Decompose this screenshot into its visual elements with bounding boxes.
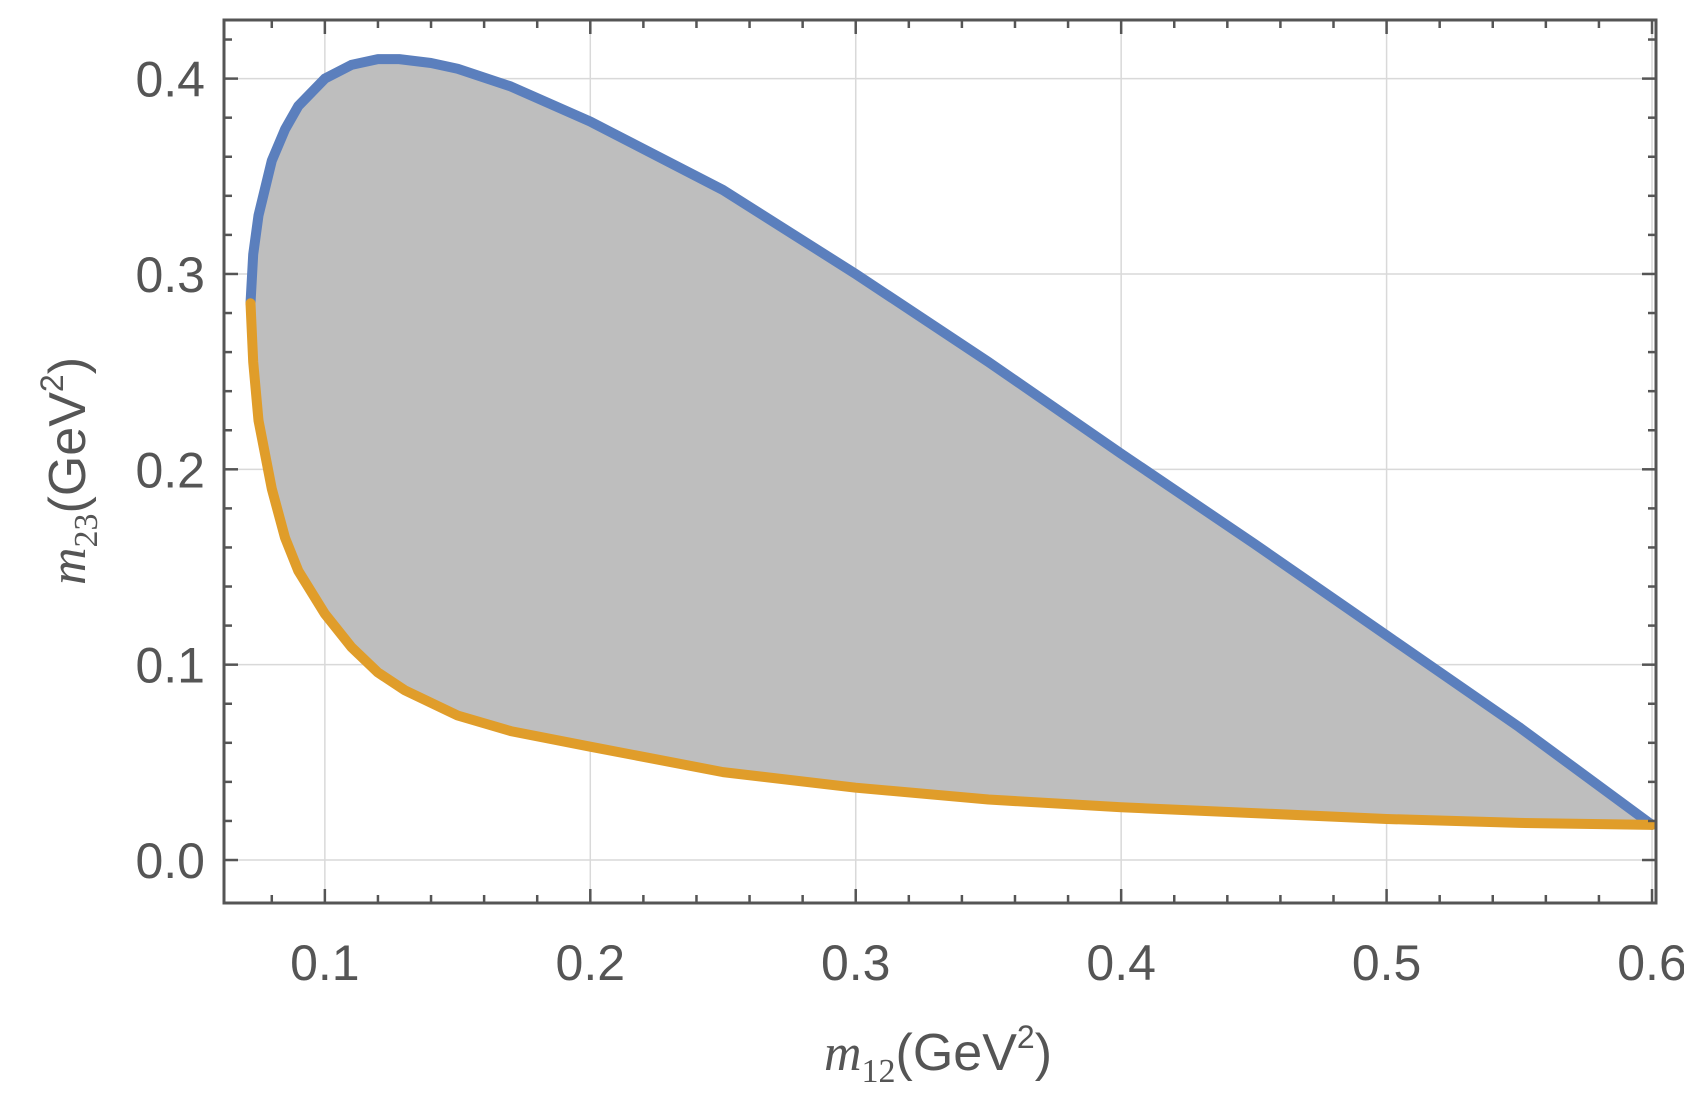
y-tick-label: 0.1 <box>135 638 205 694</box>
x-tick-label: 0.3 <box>821 935 891 991</box>
plot-frame <box>222 18 1658 905</box>
tick-labels: 0.1 0.2 0.3 0.4 0.5 0.6 0.0 0.1 0.2 0.3 0.4 <box>135 52 1684 991</box>
x-tick-label: 0.1 <box>290 935 360 991</box>
ticks <box>224 20 1656 903</box>
x-axis-label: m12(GeV2) <box>824 1019 1052 1090</box>
y-tick-label: 0.2 <box>135 442 205 498</box>
x-tick-label: 0.5 <box>1352 935 1422 991</box>
x-tick-label: 0.2 <box>556 935 626 991</box>
y-tick-label: 0.4 <box>135 52 205 108</box>
lower-boundary-curve <box>245 298 1657 830</box>
upper-boundary-curve <box>245 54 1657 830</box>
x-tick-label: 0.6 <box>1617 935 1684 991</box>
x-tick-label: 0.4 <box>1086 935 1156 991</box>
allowed-region-fill <box>250 59 1652 825</box>
y-axis-label: m23(GeV2) <box>34 357 105 585</box>
y-tick-label: 0.3 <box>135 247 205 303</box>
y-tick-label: 0.0 <box>135 833 205 889</box>
